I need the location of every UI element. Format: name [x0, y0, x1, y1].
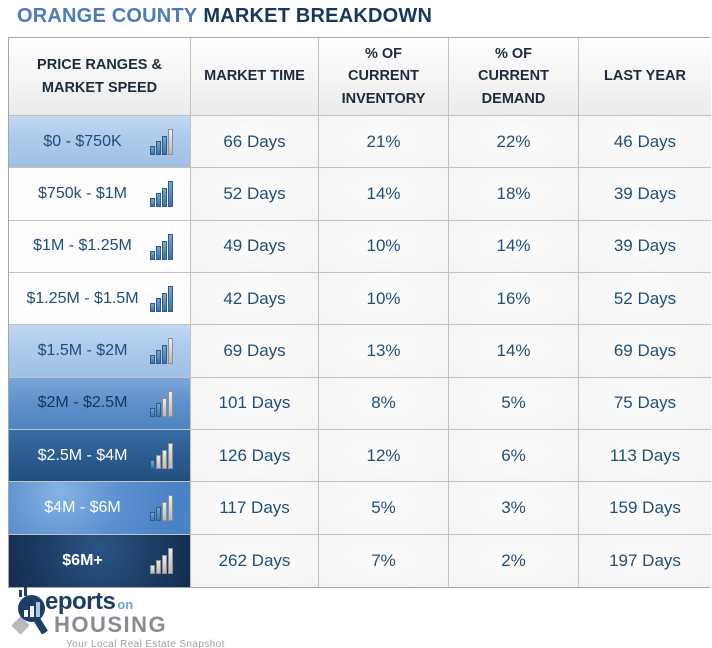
- inventory-cell: 5%: [319, 482, 449, 535]
- header-line: MARKET SPEED: [41, 79, 158, 96]
- header-line: PRICE RANGES &: [37, 57, 162, 74]
- market-speed-bars-icon: [150, 128, 178, 156]
- inventory-cell: 12%: [319, 429, 449, 483]
- price-range-cell: $1M - $1.25M: [9, 220, 191, 273]
- market-speed-bars-icon: [150, 494, 178, 522]
- title-subject: MARKET BREAKDOWN: [203, 5, 433, 27]
- logo-reports-word: eports: [45, 588, 116, 615]
- price-range-label: $2.5M - $4M: [37, 446, 128, 464]
- header-last-year: LAST YEAR: [579, 38, 711, 116]
- demand-cell: 14%: [449, 220, 579, 273]
- title-region: ORANGE COUNTY: [17, 5, 198, 27]
- page-title: ORANGE COUNTY MARKET BREAKDOWN: [17, 5, 432, 28]
- inventory-cell: 10%: [319, 220, 449, 273]
- market-time-cell: 52 Days: [191, 168, 319, 221]
- market-time-cell: 69 Days: [191, 325, 319, 378]
- logo-on-word: on: [117, 597, 134, 612]
- price-range-cell: $2M - $2.5M: [9, 377, 191, 430]
- demand-cell: 22%: [449, 116, 579, 169]
- logo-tagline: Your Local Real Estate Snapshot: [66, 639, 225, 648]
- market-speed-bars-icon: [150, 442, 178, 470]
- market-time-cell: 66 Days: [191, 116, 319, 169]
- market-speed-bars-icon: [150, 547, 178, 575]
- price-range-label: $2M - $2.5M: [37, 394, 128, 412]
- logo-brand-housing: HOUSING: [54, 612, 168, 637]
- inventory-cell: 10%: [319, 272, 449, 326]
- inventory-cell: 21%: [319, 116, 449, 169]
- header-line: INVENTORY: [341, 90, 426, 107]
- price-range-cell: $1.25M - $1.5M: [9, 272, 191, 326]
- price-range-cell: $6M+: [9, 534, 191, 587]
- market-time-cell: 49 Days: [191, 220, 319, 273]
- price-range-label: $1.25M - $1.5M: [26, 289, 139, 307]
- price-range-cell: $0 - $750K: [9, 116, 191, 169]
- price-range-cell: $1.5M - $2M: [9, 325, 191, 378]
- logo-text: eports on HOUSING Your Local Real Estate …: [45, 588, 274, 648]
- header-line: % OF: [494, 45, 533, 62]
- header-current-demand: % OF CURRENT DEMAND: [449, 38, 579, 116]
- market-speed-bars-icon: [150, 180, 178, 208]
- price-range-label: $0 - $750K: [43, 132, 122, 150]
- last-year-cell: 75 Days: [579, 377, 711, 430]
- market-time-cell: 42 Days: [191, 272, 319, 326]
- market-time-cell: 126 Days: [191, 429, 319, 483]
- header-current-inventory: % OF CURRENT INVENTORY: [319, 38, 449, 116]
- inventory-cell: 8%: [319, 377, 449, 430]
- price-range-label: $1.5M - $2M: [37, 341, 128, 359]
- market-breakdown-table: PRICE RANGES & MARKET SPEED MARKET TIME …: [8, 37, 711, 588]
- demand-cell: 2%: [449, 534, 579, 587]
- inventory-cell: 7%: [319, 534, 449, 587]
- header-line: LAST YEAR: [604, 68, 686, 85]
- last-year-cell: 46 Days: [579, 116, 711, 169]
- price-range-cell: $4M - $6M: [9, 482, 191, 535]
- demand-cell: 18%: [449, 168, 579, 221]
- price-range-label: $6M+: [62, 551, 103, 569]
- inventory-cell: 14%: [319, 168, 449, 221]
- header-line: MARKET TIME: [204, 68, 305, 85]
- demand-cell: 16%: [449, 272, 579, 326]
- price-range-cell: $750k - $1M: [9, 168, 191, 221]
- magnifier-bar-chart-icon: [11, 587, 50, 638]
- header-line: % OF: [364, 45, 403, 62]
- last-year-cell: 39 Days: [579, 220, 711, 273]
- last-year-cell: 113 Days: [579, 429, 711, 483]
- last-year-cell: 197 Days: [579, 534, 711, 587]
- header-line: CURRENT: [348, 68, 419, 85]
- market-speed-bars-icon: [150, 285, 178, 313]
- header-line: DEMAND: [481, 90, 546, 107]
- reports-on-housing-logo: eports on HOUSING Your Local Real Estate …: [11, 587, 274, 648]
- header-market-time: MARKET TIME: [191, 38, 319, 116]
- price-range-cell: $2.5M - $4M: [9, 429, 191, 483]
- inventory-cell: 13%: [319, 325, 449, 378]
- market-speed-bars-icon: [150, 390, 178, 417]
- price-range-label: $750k - $1M: [38, 184, 127, 202]
- price-range-label: $1M - $1.25M: [33, 237, 132, 255]
- last-year-cell: 52 Days: [579, 272, 711, 326]
- header-price-ranges: PRICE RANGES & MARKET SPEED: [9, 38, 191, 116]
- logo-brand-reports: eports on: [45, 588, 274, 615]
- demand-cell: 5%: [449, 377, 579, 430]
- demand-cell: 3%: [449, 482, 579, 535]
- demand-cell: 14%: [449, 325, 579, 378]
- market-time-cell: 117 Days: [191, 482, 319, 535]
- market-time-cell: 262 Days: [191, 534, 319, 587]
- header-line: CURRENT: [478, 68, 549, 85]
- last-year-cell: 69 Days: [579, 325, 711, 378]
- demand-cell: 6%: [449, 429, 579, 483]
- price-range-label: $4M - $6M: [44, 498, 121, 516]
- last-year-cell: 39 Days: [579, 168, 711, 221]
- market-time-cell: 101 Days: [191, 377, 319, 430]
- market-speed-bars-icon: [150, 337, 178, 365]
- market-speed-bars-icon: [150, 233, 178, 260]
- last-year-cell: 159 Days: [579, 482, 711, 535]
